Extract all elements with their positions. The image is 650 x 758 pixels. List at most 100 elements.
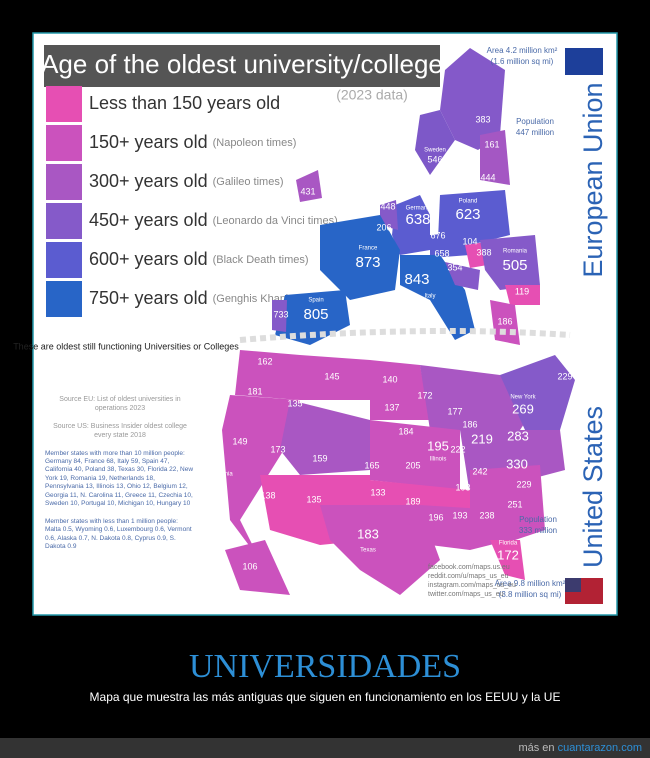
map-infographic: Age of the oldest university/college (20… — [13, 32, 618, 616]
us-value: 195 — [427, 438, 449, 453]
eu-value: 805 — [303, 306, 328, 323]
eu-value: 104 — [462, 236, 477, 246]
us-value: 159 — [312, 453, 327, 463]
eu-label: Poland — [459, 199, 478, 205]
eu-value: 546 — [427, 154, 442, 164]
us-value: 135 — [306, 494, 321, 504]
us-area-mi: (3.8 million sq mi) — [499, 590, 562, 599]
us-value: 106 — [242, 561, 257, 571]
credit: facebook.com/maps.us.eu — [428, 564, 510, 571]
legend-label: Less than 150 years old — [89, 93, 280, 113]
eu-value: 733 — [273, 309, 288, 319]
footer-more: más en — [518, 742, 555, 754]
eu-value: 658 — [434, 248, 449, 258]
us-value: 283 — [507, 428, 529, 443]
eu-flag — [565, 48, 603, 75]
eu-value: 505 — [502, 257, 527, 274]
eu-value: 638 — [405, 211, 430, 228]
us-value: 251 — [507, 499, 522, 509]
legend-label-text: 150+ years old — [89, 132, 208, 152]
us-value: 173 — [270, 444, 285, 454]
legend-label: 750+ years old (Genghis Khan) — [89, 288, 290, 308]
us-value: 219 — [471, 431, 493, 446]
eu-side-label: European Union — [578, 82, 608, 277]
us-value: 181 — [247, 386, 262, 396]
us-flag-canton — [565, 578, 581, 592]
eu-population-value: 447 million — [516, 128, 554, 137]
notes: Source EU: List of oldest universities i… — [45, 395, 195, 551]
subtitle: (2023 data) — [336, 87, 408, 103]
us-population: Population — [519, 515, 557, 524]
us-value: 137 — [384, 402, 399, 412]
us-value: 193 — [455, 482, 470, 492]
legend-label-text: 450+ years old — [89, 210, 208, 230]
footer-site[interactable]: cuantarazon.com — [557, 742, 642, 754]
credit: twitter.com/maps_us_eu — [428, 591, 504, 598]
us-value: 177 — [447, 406, 462, 416]
members-big-heading: Member states with more than 10 million … — [45, 449, 185, 457]
eu-value: 873 — [355, 254, 380, 271]
eu-value: 388 — [476, 247, 491, 257]
eu-value: 676 — [430, 230, 445, 240]
credit: instagram.com/maps_us_eu — [428, 582, 516, 589]
us-value: 145 — [324, 371, 339, 381]
eu-value: 186 — [497, 316, 512, 326]
eu-value: 206 — [376, 222, 391, 232]
legend-swatch — [46, 203, 82, 239]
legend-label-text: 300+ years old — [89, 171, 208, 191]
legend-label-text: 600+ years old — [89, 249, 208, 269]
us-value: 135 — [287, 398, 302, 408]
legend-swatch — [46, 86, 82, 122]
legend-swatch — [46, 125, 82, 161]
legend-note: (Leonardo da Vinci times) — [213, 215, 338, 227]
us-value: 183 — [357, 526, 379, 541]
us-value: 330 — [506, 456, 528, 471]
us-value: 229 — [557, 371, 572, 381]
us-value: 184 — [398, 426, 413, 436]
us-value: 162 — [257, 356, 272, 366]
eu-value: 444 — [480, 172, 495, 182]
us-label: California — [207, 472, 233, 478]
us-value: 133 — [370, 487, 385, 497]
us-value: 172 — [497, 547, 519, 562]
title: Age of the oldest university/college — [41, 49, 443, 79]
eu-value: 161 — [484, 139, 499, 149]
us-area: Area 9.8 million km² — [495, 579, 566, 588]
eu-population: Population — [516, 117, 554, 126]
us-label: Texas — [360, 548, 376, 554]
us-value: 193 — [452, 510, 467, 520]
eu-value: 383 — [475, 114, 490, 124]
eu-value: 843 — [404, 271, 429, 288]
notes-heading: These are oldest still functioning Unive… — [13, 341, 239, 351]
members-small-heading: Member states with less than 1 million p… — [45, 517, 178, 525]
us-value: 229 — [516, 479, 531, 489]
eu-label: Spain — [308, 298, 323, 304]
legend: Less than 150 years old 150+ years old (Na… — [46, 86, 338, 317]
legend-note: (Napoleon times) — [213, 137, 297, 149]
title-box — [44, 45, 440, 87]
eu-label: Germany — [406, 206, 431, 212]
legend-label: 150+ years old (Napoleon times) — [89, 132, 296, 152]
eu-label: Romania — [503, 249, 528, 255]
legend-swatch — [46, 164, 82, 200]
us-value: 172 — [417, 390, 432, 400]
us-label: Illinois — [430, 457, 447, 463]
legend-label-text: 750+ years old — [89, 288, 208, 308]
us-value: 269 — [512, 401, 534, 416]
us-value: 205 — [405, 460, 420, 470]
us-value: 189 — [405, 496, 420, 506]
legend-note: (Galileo times) — [213, 176, 284, 188]
us-value: 172 — [202, 451, 224, 466]
us-value: 222 — [450, 444, 465, 454]
eu-area-mi: (1.6 million sq mi) — [491, 57, 554, 66]
post-title: UNIVERSIDADES — [189, 648, 461, 685]
us-value: 238 — [479, 510, 494, 520]
source-us: Source US: Business Insider oldest colle… — [53, 423, 187, 440]
legend-label: 450+ years old (Leonardo da Vinci times) — [89, 210, 338, 230]
eu-label: Italy — [424, 294, 435, 300]
us-value: 186 — [462, 419, 477, 429]
source-eu: Source EU: List of oldest universities i… — [59, 396, 181, 413]
legend-note: (Genghis Khan) — [213, 293, 290, 305]
us-value: 140 — [382, 374, 397, 384]
eu-value: 448 — [380, 201, 395, 211]
